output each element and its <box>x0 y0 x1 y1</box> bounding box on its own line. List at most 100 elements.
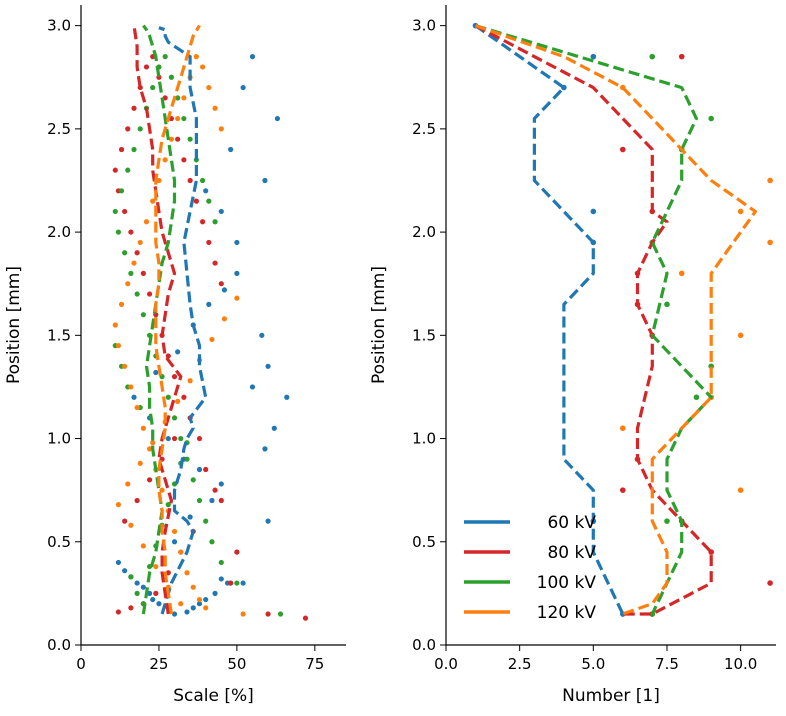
left-panel-scale: 0 25 50 75 0.0 0.5 1.0 1.5 2.0 2.5 3.0 Scale [%] Pos… <box>4 5 346 706</box>
x-tick-label: 0 <box>76 655 86 673</box>
scatter-point <box>178 549 184 555</box>
x-tick-label: 50 <box>227 655 246 673</box>
scatter-point <box>131 146 137 153</box>
scatter-point <box>128 574 134 580</box>
scatter-point <box>187 136 193 142</box>
scatter-point <box>122 568 128 574</box>
scatter-point <box>131 394 137 400</box>
scatter-point <box>118 146 125 153</box>
scatter-point <box>196 497 203 504</box>
scatter-point <box>137 460 143 466</box>
scatter-point <box>115 609 122 615</box>
data-point <box>678 53 685 60</box>
scatter-point <box>206 301 212 307</box>
y-tick-label: 0.5 <box>47 533 71 551</box>
scatter-point <box>212 219 218 225</box>
scatter-point <box>277 611 284 617</box>
y-axis-label: Position [mm] <box>4 266 24 384</box>
scatter-point <box>146 291 153 297</box>
scatter-point <box>221 287 228 293</box>
y-tick-label: 3.0 <box>47 17 71 35</box>
scatter-point <box>171 415 178 421</box>
scatter-point <box>190 584 196 590</box>
scatter-point <box>284 394 290 400</box>
scatter-point <box>112 167 118 173</box>
legend-entry: 60 kV <box>547 513 596 533</box>
scatter-point <box>209 539 215 545</box>
scatter-point <box>265 363 271 369</box>
data-point <box>767 239 773 246</box>
scatter-point <box>175 398 181 404</box>
x-tick-label: 7.5 <box>655 655 679 673</box>
data-point <box>619 146 626 153</box>
data-point <box>664 518 670 524</box>
scatter-point <box>112 322 118 328</box>
y-tick-label: 2.5 <box>47 120 71 138</box>
scatter-point <box>234 270 240 276</box>
scatter-point <box>128 270 134 276</box>
y-tick-label: 1.5 <box>412 326 436 344</box>
scatter-point <box>115 502 122 508</box>
scatter-point <box>175 115 181 122</box>
scatter-point <box>187 514 193 520</box>
scatter-point <box>196 466 203 473</box>
scatter-point <box>134 250 140 256</box>
data-point <box>737 208 744 215</box>
scatter-point <box>162 157 168 163</box>
scatter-point <box>199 64 206 70</box>
y-tick-label: 1.5 <box>47 326 71 344</box>
scatter-point <box>203 188 209 194</box>
data-point <box>619 487 626 493</box>
scatter-point <box>178 435 184 442</box>
scatter-point <box>228 146 234 153</box>
x-axis-label: Scale [%] <box>173 686 254 706</box>
scatter-point <box>125 481 131 487</box>
scatter-point <box>234 580 240 586</box>
scatter-point <box>143 64 150 70</box>
scatter-point <box>118 188 125 194</box>
scatter-point <box>212 590 218 596</box>
scatter-point <box>206 198 212 204</box>
scatter-point <box>137 239 143 246</box>
scatter-point <box>171 374 178 380</box>
scatter-point <box>165 435 171 442</box>
scatter-point <box>131 260 137 266</box>
scatter-point <box>190 477 196 483</box>
scatter-point <box>206 84 212 91</box>
scatter-point <box>165 394 171 400</box>
y-tick-label: 2.0 <box>412 223 436 241</box>
scatter-point <box>274 115 281 122</box>
scatter-point <box>134 497 140 504</box>
scatter-point <box>203 596 209 603</box>
y-tick-label: 1.0 <box>412 430 436 448</box>
x-tick-label: 2.5 <box>508 655 532 673</box>
x-tick-label: 10.0 <box>724 655 757 673</box>
scatter-point <box>209 497 215 504</box>
scatter-point <box>134 590 140 596</box>
data-point <box>737 332 744 339</box>
scatter-point <box>193 198 199 204</box>
legend: 60 kV 80 kV 100 kV 120 kV <box>464 513 596 623</box>
scatter-point <box>162 54 168 60</box>
scatter-point <box>171 539 178 545</box>
scatter-point <box>181 115 187 122</box>
scatter-point <box>146 446 153 452</box>
scatter-point <box>212 487 218 493</box>
scatter-point <box>140 270 146 276</box>
scatter-point <box>125 281 131 287</box>
scatter-point <box>196 435 203 442</box>
scatter-point <box>165 353 171 359</box>
scatter-point <box>262 177 268 184</box>
scatter-point <box>199 219 206 225</box>
scatter-point <box>150 84 156 91</box>
scatter-point <box>150 440 156 446</box>
scatter-point <box>150 198 156 204</box>
scatter-point <box>193 54 199 60</box>
scatter-point <box>168 136 175 142</box>
scatter-point <box>128 229 134 235</box>
y-tick-label: 0.0 <box>47 636 71 654</box>
scatter-point <box>128 522 134 528</box>
scatter-point <box>134 580 140 586</box>
scatter-point <box>265 611 271 617</box>
